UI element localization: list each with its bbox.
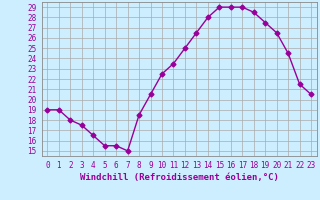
X-axis label: Windchill (Refroidissement éolien,°C): Windchill (Refroidissement éolien,°C) xyxy=(80,173,279,182)
